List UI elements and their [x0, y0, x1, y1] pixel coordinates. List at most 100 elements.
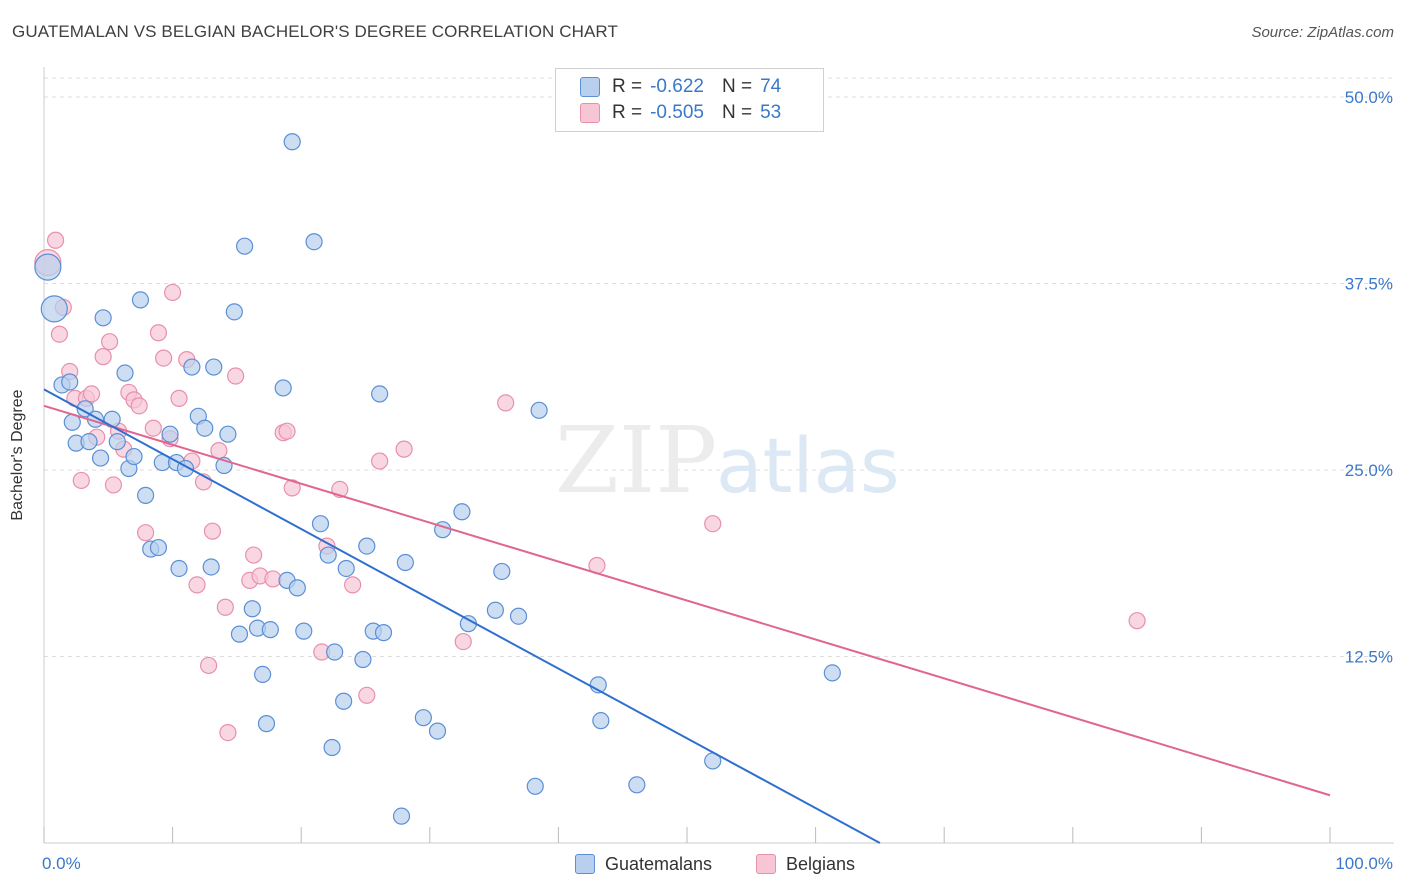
guatemalans-point	[236, 237, 254, 255]
belgians-point	[283, 479, 301, 497]
guatemalans-point	[230, 625, 249, 643]
belgians-point	[704, 515, 722, 533]
y-tick-label: 50.0%	[1345, 88, 1393, 107]
x-tick-label: 0.0%	[42, 854, 81, 873]
belgians-point	[219, 723, 237, 742]
belgians-point	[395, 440, 413, 458]
guatemalans-point	[337, 559, 355, 578]
belgians-point	[371, 452, 389, 470]
guatemalans-point	[205, 358, 223, 376]
guatemalans-point	[94, 309, 112, 327]
belgians-point	[245, 546, 263, 564]
legend-n-value: 74	[760, 76, 782, 97]
belgians-point	[1128, 612, 1146, 630]
belgians-point	[136, 524, 155, 542]
guatemalans-point	[628, 776, 646, 794]
belgians-point	[358, 686, 376, 704]
axes	[43, 67, 1394, 844]
guatemalans-point	[396, 553, 414, 572]
guatemalans-point	[319, 546, 337, 564]
guatemalans-point	[116, 364, 134, 382]
guatemalans-point	[326, 643, 344, 661]
guatemalans-point	[170, 559, 188, 578]
belgians-point	[94, 348, 112, 366]
belgians-point	[200, 656, 218, 675]
y-axis-label: Bachelor's Degree	[9, 389, 26, 521]
gridlines	[44, 77, 1394, 657]
guatemalans-point	[453, 503, 471, 521]
guatemalans-point	[371, 385, 389, 403]
belgians-point	[154, 349, 173, 367]
belgians-point	[72, 471, 90, 490]
belgians-point	[216, 598, 234, 616]
belgians-point	[82, 385, 101, 403]
guatemalans-point	[358, 537, 376, 555]
guatemalans-point	[274, 379, 292, 397]
belgians-point	[454, 632, 472, 651]
guatemalans-point	[526, 777, 544, 795]
belgians-swatch	[756, 854, 776, 874]
trend-lines	[43, 388, 1331, 844]
legend-row-belgians: R = -0.505 N = 53	[580, 101, 799, 125]
belgians-trend-line	[43, 404, 1331, 797]
legend-r-label: R =	[612, 76, 643, 97]
guatemalans-point	[149, 538, 168, 557]
guatemalans-point	[295, 622, 313, 640]
belgians-point	[344, 576, 362, 594]
belgians-point	[170, 389, 188, 407]
guatemalans-point	[202, 558, 220, 576]
guatemalans-point	[91, 449, 110, 467]
guatemalans-point	[823, 664, 841, 682]
stats-legend: R = -0.622 N = 74 R = -0.505 N = 53	[555, 68, 824, 132]
legend-guatemalans: Guatemalans	[575, 852, 712, 876]
guatemalans-point	[509, 607, 528, 625]
legend-guatemalans-label: Guatemalans	[605, 853, 713, 874]
belgians-point	[497, 394, 515, 412]
tick-labels: 12.5% 25.0% 37.5% 50.0% 0.0% 100.0%	[42, 88, 1393, 873]
legend-row-guatemalans: R = -0.622 N = 74	[580, 75, 799, 99]
guatemalans-point	[530, 401, 548, 419]
guatemalans-point	[219, 425, 237, 443]
belgians-point	[188, 576, 206, 594]
guatemalans-swatch	[575, 854, 595, 874]
legend-n-label: N =	[721, 76, 753, 97]
legend-r-value: -0.505	[650, 102, 704, 123]
guatemalans-point	[196, 419, 214, 437]
x-tick-label: 100.0%	[1335, 854, 1393, 873]
watermark: ZIP atlas	[555, 407, 900, 514]
guatemalans-trend-line	[43, 388, 881, 844]
guatemalans-point	[108, 433, 126, 451]
guatemalans-point	[335, 692, 353, 710]
chart-title: GUATEMALAN VS BELGIAN BACHELOR'S DEGREE …	[12, 22, 618, 41]
guatemalans-point	[305, 233, 323, 251]
guatemalans-point	[243, 600, 261, 618]
guatemalans-point	[486, 601, 504, 619]
y-tick-label: 12.5%	[1345, 648, 1393, 667]
legend-n-value: 53	[760, 102, 782, 123]
guatemalans-point	[34, 253, 62, 281]
y-tick-label: 37.5%	[1345, 275, 1393, 294]
belgians-point	[278, 422, 296, 440]
belgians-point	[203, 522, 222, 540]
guatemalans-swatch	[580, 77, 600, 97]
guatemalans-point	[254, 665, 272, 684]
guatemalans-points	[34, 133, 841, 825]
guatemalans-point	[592, 712, 610, 730]
guatemalans-point	[131, 291, 150, 309]
guatemalans-point	[40, 295, 68, 323]
belgians-point	[104, 476, 123, 494]
guatemalans-point	[428, 722, 447, 740]
guatemalans-point	[392, 807, 411, 825]
guatemalans-point	[161, 425, 179, 443]
guatemalans-point	[311, 515, 330, 533]
legend-belgians-label: Belgians	[786, 853, 856, 874]
belgians-point	[227, 367, 245, 385]
belgians-point	[100, 333, 119, 351]
legend-r-value: -0.622	[650, 76, 704, 97]
watermark-atlas: atlas	[716, 421, 900, 510]
guatemalans-point	[414, 709, 432, 727]
guatemalans-point	[257, 715, 276, 733]
guatemalans-point	[283, 133, 301, 151]
guatemalans-point	[323, 738, 341, 757]
